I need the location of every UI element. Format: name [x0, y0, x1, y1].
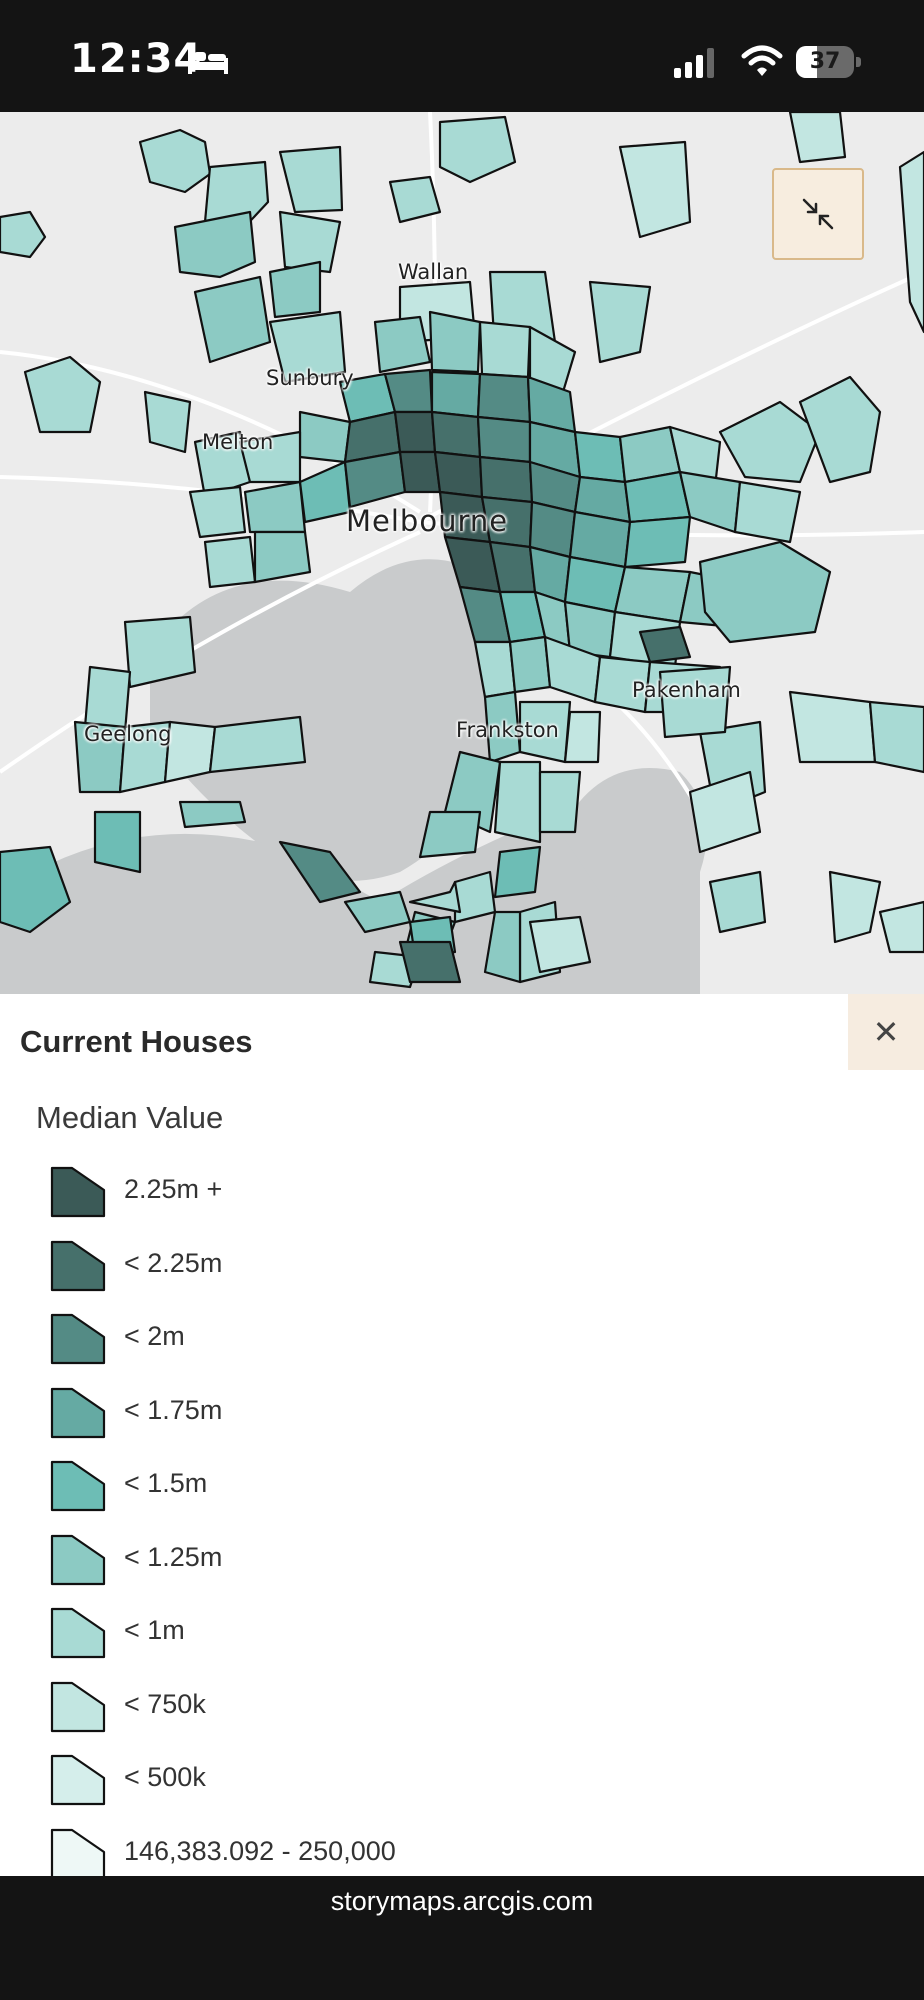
legend-subtitle: Median Value	[36, 1100, 224, 1135]
signal-icon	[674, 48, 714, 78]
legend-swatch	[50, 1313, 106, 1365]
map-label-frankston: Frankston	[456, 718, 559, 742]
bed-icon	[188, 48, 228, 74]
legend-item-label: < 1m	[124, 1615, 185, 1645]
legend-item-label: 146,383.092 - 250,000	[124, 1835, 396, 1866]
legend-item-label: < 1.75m	[124, 1394, 223, 1425]
legend-swatch	[50, 1607, 106, 1659]
collapse-map-button[interactable]	[772, 168, 864, 260]
map-view[interactable]: Wallan Sunbury Melton Melbourne Pakenham…	[0, 112, 924, 994]
wifi-icon	[741, 45, 783, 76]
legend-item-label: < 2m	[124, 1321, 185, 1351]
collapse-arrows-icon	[802, 198, 834, 230]
legend-item-label: < 500k	[124, 1762, 206, 1792]
map-label-pakenham: Pakenham	[632, 678, 741, 702]
legend-item-label: < 1.25m	[124, 1541, 223, 1572]
map-label-wallan: Wallan	[398, 260, 469, 284]
legend-swatch	[50, 1754, 106, 1806]
legend-swatch	[50, 1240, 106, 1291]
battery-icon: 37	[796, 46, 862, 78]
browser-bottom-bar: storymaps.arcgis.com	[0, 1876, 924, 2000]
status-bar: 12:34 37	[0, 0, 924, 112]
legend-swatch	[50, 1681, 106, 1732]
map-label-melbourne: Melbourne	[346, 504, 509, 538]
map-label-melton: Melton	[202, 430, 274, 454]
map-canvas[interactable]	[0, 112, 924, 994]
legend-item-label: 2.25m +	[124, 1174, 223, 1204]
legend-swatch	[50, 1828, 106, 1876]
close-legend-button[interactable]: ✕	[848, 994, 924, 1070]
map-label-sunbury: Sunbury	[266, 366, 354, 390]
legend-item-label: < 2.25m	[124, 1247, 223, 1278]
legend-title: Current Houses	[20, 1024, 253, 1059]
browser-url[interactable]: storymaps.arcgis.com	[330, 1886, 594, 1916]
close-icon: ✕	[872, 1013, 900, 1051]
western-port-water	[560, 768, 707, 899]
legend-swatch	[50, 1534, 106, 1585]
legend-swatch	[50, 1460, 106, 1512]
legend-item-label: < 1.5m	[124, 1468, 208, 1498]
map-label-geelong: Geelong	[84, 722, 172, 746]
suburb-polygons[interactable]	[0, 112, 924, 989]
legend-item-label: < 750k	[124, 1688, 206, 1719]
legend-swatch	[50, 1166, 106, 1218]
bay-water	[150, 559, 512, 881]
battery-fill	[796, 46, 818, 78]
legend-swatch	[50, 1387, 106, 1438]
legend-panel: Current Houses ✕ Median Value 2.25m + < 2…	[0, 994, 924, 1876]
status-time: 12:34	[70, 36, 203, 82]
battery-level: 37	[809, 49, 841, 74]
